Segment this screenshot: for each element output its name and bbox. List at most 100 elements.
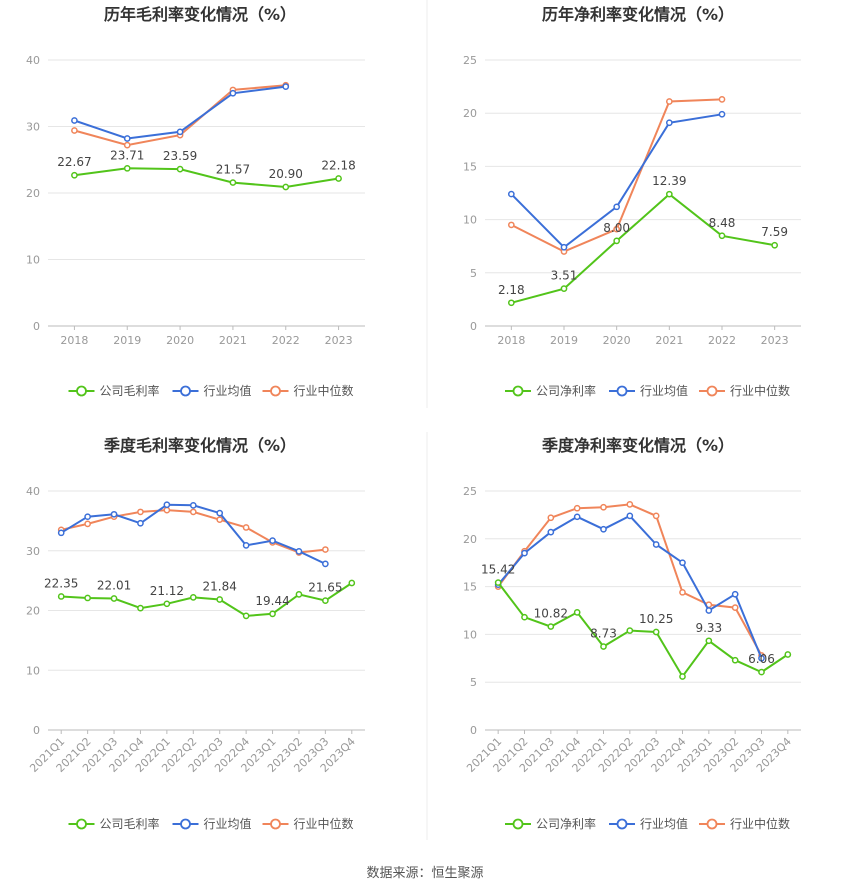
chart-title: 季度净利率变化情况（%） (541, 436, 734, 455)
data-point (665, 98, 673, 105)
data-point (110, 595, 118, 602)
chart-title: 历年净利率变化情况（%） (542, 5, 734, 24)
data-point (652, 541, 660, 548)
data-point (705, 637, 713, 645)
data-point (163, 501, 171, 509)
data-point (335, 175, 342, 182)
legend-label: 行业均值 (640, 816, 688, 831)
data-point (71, 171, 78, 179)
legend-marker (616, 385, 628, 397)
chart-title: 历年毛利率变化情况（%） (104, 5, 296, 24)
data-point (626, 627, 634, 634)
data-point (84, 520, 91, 528)
data-point (613, 225, 621, 233)
data-source-label: 数据来源：恒生聚源 (366, 866, 484, 881)
data-label: 21.12 (150, 584, 184, 598)
data-point (269, 537, 276, 544)
data-label: 22.35 (44, 576, 78, 590)
data-label: 8.48 (709, 216, 736, 230)
data-point (282, 83, 290, 90)
data-point (71, 117, 78, 124)
y-tick-label: 25 (463, 485, 477, 498)
data-point (731, 590, 739, 598)
chart-4: 季度净利率变化情况（%）05101520252021Q12021Q22021Q3… (463, 436, 801, 831)
data-point (84, 594, 91, 602)
legend-label: 行业均值 (204, 816, 252, 831)
legend-marker (512, 818, 524, 830)
y-tick-label: 20 (26, 187, 40, 200)
legend-label: 行业中位数 (730, 383, 790, 398)
legend-marker (706, 385, 718, 397)
data-point (771, 241, 779, 249)
data-point (758, 668, 765, 676)
data-point (57, 593, 65, 600)
data-label: 8.00 (603, 221, 630, 235)
chart-title: 季度毛利率变化情况（%） (103, 436, 296, 455)
x-tick-label: 2021 (219, 334, 247, 347)
data-point (665, 119, 673, 127)
data-point (123, 135, 131, 142)
data-label: 8.73 (590, 627, 617, 641)
data-point (84, 513, 91, 521)
data-point (269, 610, 276, 618)
legend-marker (616, 818, 628, 830)
series-line-1 (74, 167, 339, 189)
x-tick-label: 2021 (655, 334, 683, 347)
y-tick-label: 0 (470, 724, 477, 737)
data-label: 10.25 (639, 612, 673, 626)
x-tick-label: 2023 (761, 334, 789, 347)
legend-label: 行业均值 (204, 383, 252, 398)
legend-label: 行业中位数 (294, 816, 354, 831)
data-point (731, 656, 739, 664)
data-point (216, 596, 224, 603)
data-point (176, 165, 184, 173)
data-point (216, 516, 224, 524)
series-line-1 (511, 192, 775, 304)
legend-marker (76, 818, 87, 830)
legend-label: 公司净利率 (536, 383, 596, 398)
x-tick-label: 2018 (60, 334, 88, 347)
data-point (573, 513, 581, 521)
data-point (137, 519, 144, 527)
y-tick-label: 20 (463, 107, 477, 120)
data-point (163, 600, 171, 608)
data-point (547, 623, 555, 630)
data-point (521, 549, 528, 557)
data-point (665, 190, 673, 198)
legend-marker (76, 385, 87, 397)
data-point (189, 508, 197, 516)
data-label: 3.51 (551, 269, 578, 283)
y-tick-label: 10 (26, 254, 40, 267)
data-point (547, 514, 555, 522)
data-label: 9.33 (695, 621, 722, 635)
data-point (242, 612, 250, 620)
data-point (718, 110, 726, 118)
data-point (189, 594, 197, 601)
data-point (322, 597, 329, 604)
data-label: 2.18 (498, 283, 525, 297)
data-point (282, 183, 290, 191)
data-label: 22.67 (57, 155, 91, 169)
legend-label: 行业中位数 (294, 383, 354, 398)
legend-marker (512, 385, 524, 397)
data-label: 21.65 (308, 581, 342, 595)
x-tick-label: 2022 (272, 334, 300, 347)
data-point (507, 299, 515, 307)
legend-marker (270, 818, 281, 830)
legend-label: 公司净利率 (536, 816, 596, 831)
data-point (679, 559, 686, 567)
data-point (494, 579, 502, 586)
data-point (718, 232, 726, 240)
y-tick-label: 30 (26, 121, 40, 134)
data-point (731, 604, 739, 611)
y-tick-label: 5 (470, 267, 477, 280)
y-tick-label: 40 (26, 485, 40, 498)
series-line-1 (497, 581, 789, 679)
data-point (322, 546, 329, 553)
data-point (242, 542, 250, 549)
y-tick-label: 5 (470, 676, 477, 689)
x-tick-label: 2022 (708, 334, 736, 347)
y-tick-label: 0 (33, 724, 40, 737)
data-label: 21.84 (203, 580, 237, 594)
